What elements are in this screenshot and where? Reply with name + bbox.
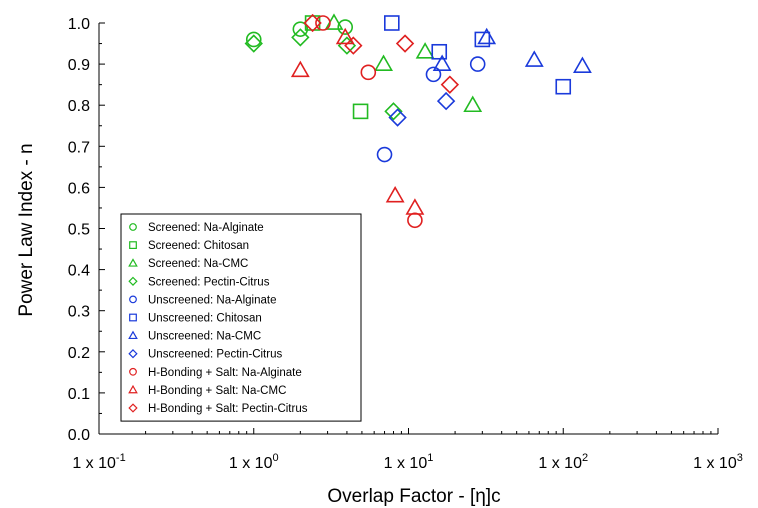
data-point — [290, 60, 310, 78]
legend-marker — [128, 330, 138, 340]
data-point — [245, 31, 262, 48]
x-tick-label: 1 x 103 — [693, 452, 743, 472]
y-axis-title: Power Law Index - n — [16, 143, 37, 316]
data-point — [385, 185, 405, 203]
data-point — [524, 50, 544, 67]
data-point — [555, 78, 572, 95]
legend-marker — [129, 313, 137, 322]
data-point — [407, 212, 423, 229]
legend-box — [120, 213, 362, 422]
legend-label: Unscreened: Na-CMC — [148, 331, 261, 343]
data-point — [292, 21, 309, 37]
data-point — [463, 95, 483, 113]
legend-marker — [129, 367, 137, 376]
axes — [98, 22, 719, 435]
x-tick-label: 1 x 102 — [538, 452, 588, 472]
y-tick-label: 0.7 — [68, 139, 90, 156]
y-tick-label: 0.4 — [68, 263, 90, 280]
data-point — [335, 27, 355, 45]
data-point — [415, 42, 435, 59]
data-point — [374, 54, 393, 71]
data-point — [376, 146, 393, 163]
legend-label: Unscreened: Pectin-Citrus — [148, 349, 282, 361]
legend: Screened: Na-Alginate Screened: Chitosan S… — [120, 213, 362, 422]
legend-label: H-Bonding + Salt: Na-Alginate — [148, 367, 302, 379]
y-tick-label: 0.3 — [68, 304, 90, 321]
data-point — [244, 34, 263, 53]
x-tick-label: 1 x 10-1 — [72, 452, 125, 472]
data-point — [436, 91, 456, 111]
data-point — [384, 102, 403, 121]
y-tick-label: 0.1 — [68, 386, 90, 403]
data-points — [244, 13, 592, 229]
y-tick-label: 0.6 — [68, 180, 90, 197]
y-tick-label: 0.5 — [68, 222, 90, 239]
x-tick-label: 1 x 101 — [384, 452, 434, 472]
legend-marker — [128, 276, 138, 286]
legend-marker — [128, 403, 138, 413]
legend-label: H-Bonding + Salt: Na-CMC — [148, 385, 286, 397]
legend-label: Screened: Na-CMC — [148, 258, 248, 270]
data-point — [477, 27, 497, 45]
data-point — [291, 28, 310, 47]
data-point — [405, 198, 425, 215]
legend-marker — [129, 223, 137, 231]
data-point — [388, 108, 407, 127]
data-point — [315, 15, 331, 31]
y-tick-label: 1.0 — [68, 16, 90, 33]
y-tick-label: 0.0 — [68, 427, 90, 444]
legend-marker — [129, 241, 137, 250]
legend-label: Screened: Na-Alginate — [148, 222, 264, 234]
y-tick-label: 0.8 — [68, 98, 90, 115]
legend-marker — [128, 258, 138, 267]
legend-label: Screened: Pectin-Citrus — [148, 276, 270, 288]
data-point — [303, 13, 322, 33]
data-point — [474, 31, 491, 48]
legend-label: H-Bonding + Salt: Pectin-Citrus — [148, 403, 308, 415]
data-point — [425, 66, 442, 83]
data-point — [344, 36, 363, 55]
data-point — [337, 36, 357, 55]
tick-labels: 0.0 0.1 0.2 0.3 0.4 0.5 0.6 0.7 0.8 0.9 1.0 1 x 10-… — [68, 16, 743, 472]
legend-marker — [128, 384, 138, 394]
data-point — [440, 75, 460, 94]
data-point — [572, 56, 592, 73]
data-point — [469, 56, 486, 72]
data-point — [337, 19, 354, 35]
legend-label: Screened: Chitosan — [148, 240, 249, 252]
y-tick-label: 0.2 — [68, 345, 90, 362]
x-axis-title: Overlap Factor - [η]c — [327, 486, 500, 507]
y-tick-label: 0.9 — [68, 57, 90, 74]
data-point — [384, 15, 400, 31]
legend-label: Unscreened: Chitosan — [148, 313, 262, 325]
legend-label: Unscreened: Na-Alginate — [148, 294, 277, 306]
data-point — [360, 64, 377, 81]
data-point — [431, 43, 448, 60]
legend-marker — [129, 295, 137, 304]
data-point — [395, 34, 415, 53]
x-tick-label: 1 x 100 — [229, 452, 279, 472]
legend-marker — [128, 349, 138, 359]
data-point — [432, 54, 452, 71]
data-point — [352, 103, 369, 120]
